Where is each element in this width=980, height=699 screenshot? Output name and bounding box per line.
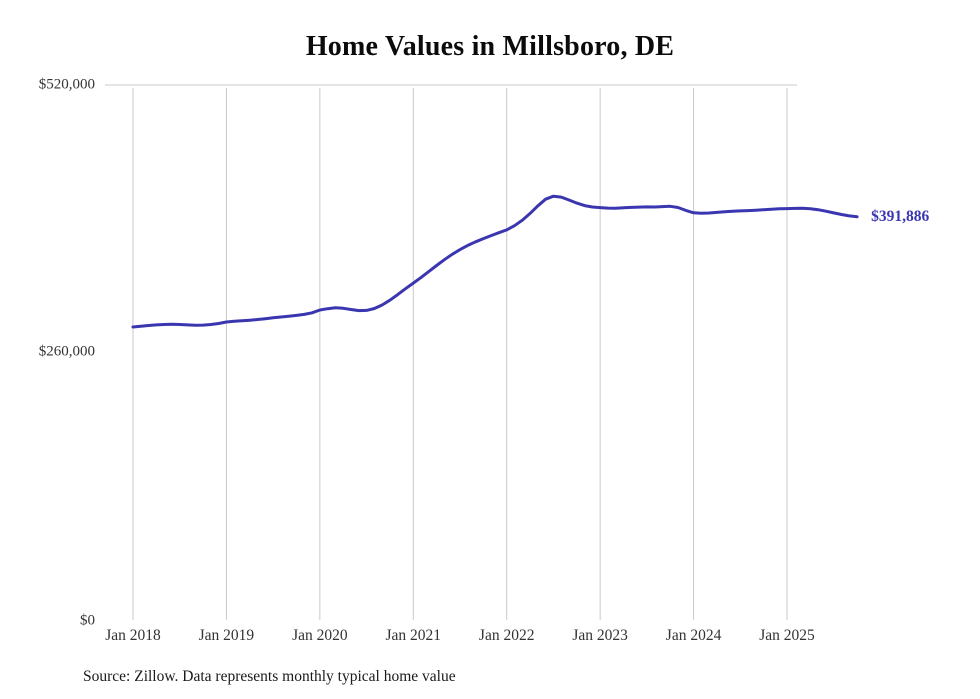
y-axis-tick-0: $0 bbox=[80, 612, 95, 629]
x-axis-tick-label: Jan 2021 bbox=[385, 627, 442, 644]
x-axis-tick-label: Jan 2019 bbox=[198, 627, 255, 644]
y-axis-tick-260000: $260,000 bbox=[38, 343, 95, 360]
latest-value-label: $391,886 bbox=[871, 207, 930, 225]
x-axis-tick-label: Jan 2022 bbox=[478, 627, 535, 644]
gridlines-group bbox=[105, 84, 797, 620]
x-axis-tick-label: Jan 2020 bbox=[292, 627, 348, 644]
x-axis-tick-label: Jan 2024 bbox=[665, 627, 722, 644]
chart-title: Home Values in Millsboro, DE bbox=[305, 31, 675, 62]
y-axis-tick-520000: $520,000 bbox=[38, 76, 95, 93]
home-value-line bbox=[131, 194, 859, 329]
x-axis-tick-label: Jan 2023 bbox=[572, 627, 628, 644]
x-axis-tick-label: Jan 2018 bbox=[105, 627, 161, 644]
source-note: Source: Zillow. Data represents monthly … bbox=[83, 668, 456, 685]
x-axis-tick-label: Jan 2025 bbox=[759, 627, 815, 644]
